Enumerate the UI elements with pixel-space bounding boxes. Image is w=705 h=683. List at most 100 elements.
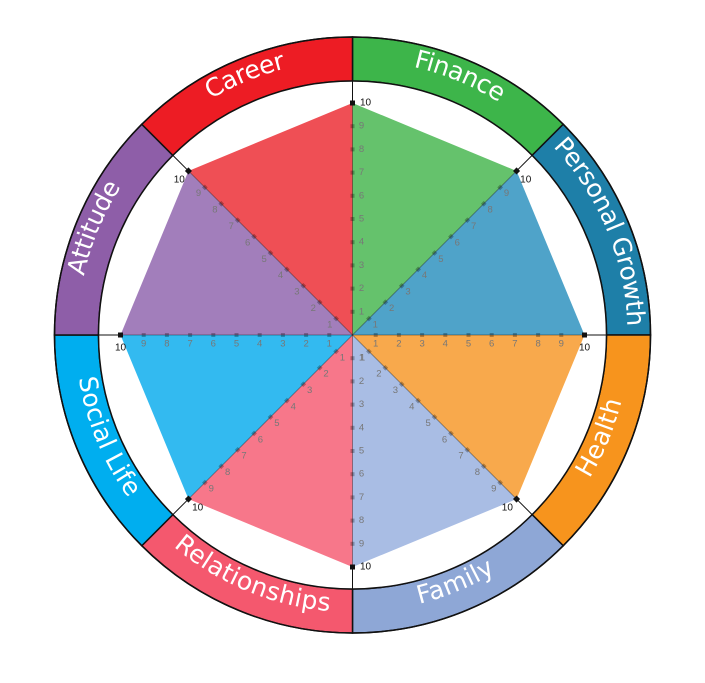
value-wedge-relationships bbox=[188, 335, 353, 567]
tick-marker bbox=[202, 479, 208, 486]
tick-label: 4 bbox=[443, 339, 448, 350]
tick-label: 4 bbox=[359, 237, 364, 248]
tick-label: 3 bbox=[307, 385, 312, 396]
axis-extension bbox=[172, 155, 189, 172]
tick-label: 3 bbox=[393, 385, 398, 396]
value-wedge-social-life bbox=[120, 335, 353, 500]
tick-marker bbox=[300, 381, 307, 388]
tick-marker bbox=[513, 495, 521, 503]
axis-line bbox=[188, 334, 353, 500]
tick-marker bbox=[300, 282, 307, 289]
tick-label: 5 bbox=[261, 254, 266, 265]
value-wedge-family bbox=[352, 335, 517, 567]
tick-label: 7 bbox=[512, 339, 517, 350]
tick-marker bbox=[448, 233, 454, 240]
tick-label: 6 bbox=[359, 469, 364, 480]
tick-label: 7 bbox=[458, 451, 463, 462]
tick-label: 5 bbox=[234, 339, 239, 350]
axis-extension bbox=[516, 498, 533, 515]
tick-label: 2 bbox=[359, 283, 364, 294]
tick-marker bbox=[251, 233, 257, 240]
tick-marker bbox=[118, 332, 123, 338]
tick-marker bbox=[350, 541, 355, 546]
tick-marker bbox=[211, 333, 216, 337]
tick-marker bbox=[415, 397, 421, 404]
tick-label: 2 bbox=[396, 339, 401, 350]
tick-marker bbox=[350, 263, 355, 268]
tick-marker bbox=[184, 495, 192, 503]
tick-label: 5 bbox=[438, 254, 443, 265]
tick-label: 1 bbox=[360, 352, 365, 363]
tick-label: 6 bbox=[455, 237, 460, 248]
tick-marker bbox=[350, 286, 355, 291]
axis-line bbox=[352, 170, 517, 336]
tick-marker bbox=[316, 299, 323, 306]
tick-marker bbox=[164, 333, 169, 337]
tick-marker bbox=[415, 266, 421, 273]
tick-label: 5 bbox=[466, 339, 471, 350]
tick-marker bbox=[267, 250, 274, 256]
tick-marker bbox=[382, 364, 389, 371]
tick-marker bbox=[316, 364, 323, 371]
tick-label: 3 bbox=[359, 260, 364, 271]
tick-label: 1 bbox=[327, 339, 332, 350]
tick-marker bbox=[398, 381, 405, 388]
tick-label: 8 bbox=[225, 467, 230, 478]
tick-marker bbox=[431, 250, 438, 256]
tick-label: 2 bbox=[359, 376, 364, 387]
tick-marker bbox=[251, 430, 257, 437]
tick-label: 7 bbox=[471, 221, 476, 232]
tick-label: 8 bbox=[487, 205, 492, 216]
tick-marker bbox=[480, 463, 487, 470]
tick-label: 1 bbox=[359, 306, 364, 317]
tick-label: 9 bbox=[141, 339, 146, 350]
tick-label: 1 bbox=[373, 339, 378, 350]
tick-label: 3 bbox=[405, 287, 410, 298]
tick-label: 9 bbox=[196, 188, 201, 199]
axis-end-label: 10 bbox=[360, 98, 372, 109]
value-wedge-personal-growth bbox=[352, 170, 585, 335]
tick-marker bbox=[464, 217, 471, 223]
tick-marker bbox=[448, 430, 454, 437]
axis-line bbox=[352, 334, 517, 500]
tick-label: 6 bbox=[211, 339, 216, 350]
tick-marker bbox=[333, 315, 339, 322]
tick-marker bbox=[350, 518, 355, 523]
axis-end-label: 10 bbox=[520, 175, 532, 186]
tick-label: 2 bbox=[311, 303, 316, 314]
tick-marker bbox=[350, 449, 355, 453]
tick-marker bbox=[350, 402, 355, 407]
value-wedge-finance bbox=[352, 103, 517, 335]
tick-label: 6 bbox=[489, 339, 494, 350]
tick-label: 2 bbox=[303, 339, 308, 350]
tick-marker bbox=[366, 348, 372, 355]
tick-label: 7 bbox=[229, 221, 234, 232]
axis-line bbox=[188, 170, 353, 336]
tick-label: 1 bbox=[373, 319, 378, 330]
tick-marker bbox=[512, 333, 517, 337]
axis-end-label: 10 bbox=[360, 562, 372, 573]
tick-marker bbox=[218, 463, 225, 470]
tick-marker bbox=[350, 147, 355, 152]
tick-marker bbox=[350, 240, 355, 245]
tick-marker bbox=[464, 447, 471, 453]
tick-label: 3 bbox=[419, 339, 424, 350]
tick-marker bbox=[350, 193, 355, 198]
tick-label: 4 bbox=[278, 270, 283, 281]
tick-marker bbox=[350, 309, 355, 314]
tick-marker bbox=[350, 217, 355, 221]
tick-marker bbox=[373, 333, 378, 337]
tick-marker bbox=[257, 333, 262, 337]
tick-marker bbox=[489, 333, 494, 337]
tick-label: 5 bbox=[274, 418, 279, 429]
tick-label: 4 bbox=[257, 339, 262, 350]
tick-label: 8 bbox=[164, 339, 169, 350]
tick-label: 4 bbox=[422, 270, 427, 281]
tick-marker bbox=[382, 299, 389, 306]
tick-marker bbox=[350, 124, 355, 129]
tick-marker bbox=[184, 167, 192, 175]
tick-marker bbox=[497, 479, 503, 486]
tick-marker bbox=[234, 217, 241, 223]
axis-extension bbox=[516, 155, 533, 172]
